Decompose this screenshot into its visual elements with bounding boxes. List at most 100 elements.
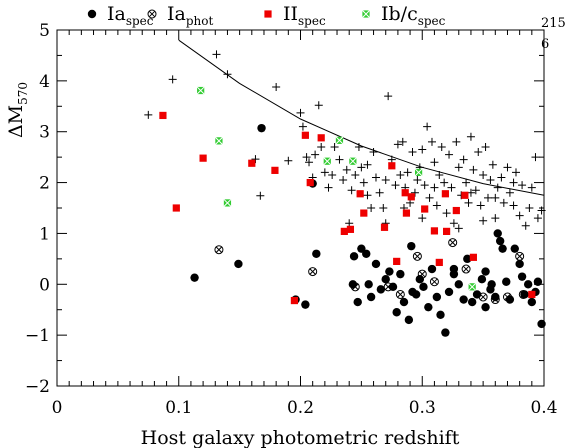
point-ia-phot: [461, 264, 471, 274]
point-plus: [420, 181, 429, 190]
point-plus: [314, 101, 323, 110]
point-ia-spec: [362, 249, 371, 258]
point-plus: [381, 176, 390, 185]
marker-hatch: [196, 86, 205, 95]
point-ii-spec: [528, 290, 536, 299]
point-ia-spec: [349, 252, 359, 261]
annotation-line-1: 215: [541, 16, 566, 31]
point-plus: [518, 181, 527, 190]
point-ia-spec: [533, 277, 543, 286]
y-tick-label: 5: [39, 21, 50, 41]
point-plus: [367, 204, 376, 212]
point-ia-spec: [366, 292, 376, 302]
point-ia-spec: [364, 280, 373, 289]
point-ia-spec: [493, 229, 502, 238]
point-plus: [335, 155, 344, 164]
y-tick-label: −2: [25, 377, 50, 397]
point-ii-spec: [159, 111, 167, 120]
point-plus: [347, 186, 356, 195]
marker-hatch: [468, 282, 477, 291]
point-ii-spec: [452, 206, 460, 215]
x-tick-label: 0.3: [409, 398, 436, 418]
point-ia-spec: [415, 275, 425, 284]
point-plus: [464, 198, 473, 207]
point-plus: [440, 178, 449, 187]
point-plus: [442, 209, 451, 218]
point-plus: [363, 191, 372, 200]
point-ii-spec: [290, 296, 299, 305]
point-plus: [525, 204, 534, 212]
point-ii-spec: [402, 209, 411, 217]
point-plus: [435, 170, 444, 179]
point-ia-spec: [491, 292, 500, 302]
point-ii-spec: [271, 166, 279, 174]
point-plus: [430, 158, 439, 167]
point-ia-spec: [407, 241, 416, 251]
point-ia-spec: [505, 295, 515, 304]
point-plus: [509, 201, 518, 210]
point-plus: [363, 160, 372, 169]
point-plus: [509, 178, 518, 187]
point-plus: [432, 201, 441, 210]
point-ia-spec: [419, 282, 428, 292]
plot-frame: [56, 29, 545, 387]
point-plus: [398, 137, 407, 146]
point-ia-spec: [454, 280, 463, 289]
point-ia-phot: [308, 267, 318, 277]
point-plus: [317, 142, 326, 151]
marker-hatch: [335, 136, 344, 145]
point-ia-spec: [481, 302, 490, 312]
point-ia-spec: [481, 267, 490, 276]
point-plus: [413, 176, 422, 185]
point-ii-spec: [380, 223, 389, 231]
point-ia-spec: [371, 259, 381, 269]
marker-cross: [516, 253, 523, 260]
point-ia-spec: [520, 290, 529, 299]
point-ia-spec: [301, 300, 310, 309]
point-ia-spec: [381, 275, 390, 284]
marker-cross: [449, 239, 456, 246]
legend-item: Iaspec: [87, 3, 154, 28]
point-plus: [328, 170, 337, 179]
point-plus: [491, 193, 500, 202]
point-plus: [511, 168, 520, 177]
point-ia-spec: [441, 328, 450, 337]
point-plus: [445, 150, 454, 159]
point-plus: [369, 148, 378, 157]
point-plus: [357, 163, 366, 172]
point-plus: [391, 181, 400, 190]
point-ibc-spec: [196, 86, 205, 95]
point-ia-spec: [348, 280, 358, 289]
point-ia-phot: [429, 277, 439, 287]
point-ii-spec: [199, 154, 207, 162]
point-plus: [430, 183, 439, 192]
point-ii-spec: [306, 178, 314, 187]
marker-cross: [397, 291, 404, 298]
point-plus: [342, 165, 351, 174]
point-ibc-spec: [362, 10, 370, 18]
annotation-line-2: 6: [541, 37, 549, 52]
legend-label: IIspec: [283, 3, 326, 28]
point-plus: [359, 178, 368, 187]
point-ia-spec: [467, 297, 477, 307]
point-ia-spec: [432, 292, 442, 302]
marker-cross: [480, 293, 487, 301]
point-ia-spec: [376, 285, 386, 294]
point-ia-spec: [459, 295, 468, 304]
point-plus: [324, 183, 333, 192]
point-ia-spec: [353, 297, 362, 307]
point-plus: [251, 155, 260, 164]
point-ia-phot: [515, 251, 525, 261]
point-ii-spec: [461, 191, 469, 199]
point-plus: [403, 168, 412, 177]
legend-item: Ib/cspec: [362, 3, 446, 28]
point-plus: [449, 219, 458, 228]
point-plus: [459, 155, 468, 164]
point-plus: [437, 142, 446, 151]
point-plus: [447, 183, 456, 192]
point-ii-spec: [264, 10, 272, 18]
point-plus: [272, 82, 281, 91]
point-plus: [521, 221, 530, 230]
point-plus: [384, 92, 393, 101]
